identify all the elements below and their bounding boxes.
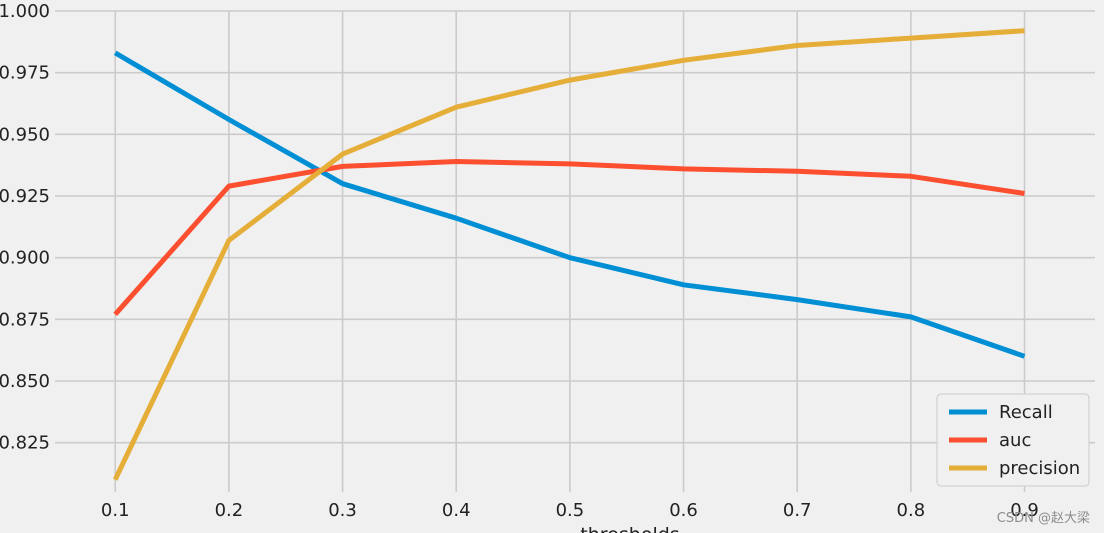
series-line-precision bbox=[112, 28, 1025, 481]
series-line-auc bbox=[113, 159, 1025, 317]
x-tick-label: 0.9 bbox=[1010, 500, 1039, 521]
x-tick-label: 0.5 bbox=[556, 500, 585, 521]
x-tick-label: 0.1 bbox=[101, 500, 130, 521]
y-tick-label: 0.825 bbox=[0, 433, 50, 454]
x-tick-label: 0.6 bbox=[669, 500, 698, 521]
legend-label-recall: Recall bbox=[999, 402, 1053, 423]
x-tick-labels: 0.1 0.2 0.3 0.4 0.5 0.6 0.7 0.8 0.9 bbox=[101, 500, 1039, 521]
y-tick-label: 0.875 bbox=[0, 309, 50, 330]
legend-label-auc: auc bbox=[999, 430, 1031, 451]
y-tick-label: 0.975 bbox=[0, 63, 50, 84]
legend-label-precision: precision bbox=[999, 458, 1080, 479]
y-tick-labels: 0.825 0.850 0.875 0.900 0.925 0.950 0.975 1.000 bbox=[0, 1, 50, 454]
y-tick-label: 0.925 bbox=[0, 186, 50, 207]
y-tick-label: 0.850 bbox=[0, 371, 50, 392]
legend-box bbox=[936, 393, 1090, 487]
x-tick-label: 0.4 bbox=[442, 500, 471, 521]
x-tick-label: 0.7 bbox=[783, 500, 812, 521]
legend: Recall auc precision bbox=[936, 393, 1090, 487]
series-line-recall bbox=[113, 50, 1026, 359]
x-tick-label: 0.8 bbox=[897, 500, 926, 521]
series-lines bbox=[112, 28, 1026, 481]
y-tick-label: 1.000 bbox=[0, 1, 50, 22]
x-tick-label: 0.3 bbox=[328, 500, 357, 521]
y-tick-label: 0.950 bbox=[0, 124, 50, 145]
x-axis-title: thresholds bbox=[580, 524, 679, 533]
y-tick-label: 0.900 bbox=[0, 248, 50, 269]
x-tick-label: 0.2 bbox=[215, 500, 244, 521]
watermark-text: CSDN @赵大梁 bbox=[997, 511, 1090, 526]
